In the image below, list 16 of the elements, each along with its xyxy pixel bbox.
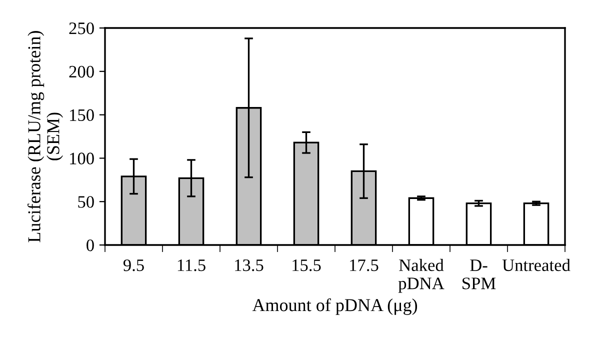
y-tick-label: 0 — [86, 239, 94, 252]
x-axis-title: Amount of pDNA (μg) — [252, 298, 418, 315]
x-tick-label: 17.5 — [350, 259, 378, 272]
y-tick-label: 200 — [69, 66, 94, 78]
x-tick-label: 13.5 — [235, 259, 264, 272]
x-tick-label: 9.5 — [123, 259, 144, 272]
y-tick-label: 100 — [70, 152, 94, 164]
y-tick-label: 150 — [70, 109, 94, 121]
x-tick-label: 11.5 — [178, 259, 206, 272]
y-tick-label: 50 — [78, 196, 94, 208]
x-tick-label: Naked pDNA — [398, 258, 444, 293]
y-axis-title: Luciferase (RLU/mg protein) (SEM) — [28, 31, 63, 242]
x-tick-label: Untreated — [502, 258, 570, 272]
y-tick-label: 250 — [69, 22, 94, 34]
x-tick-label: 15.5 — [292, 259, 321, 272]
x-tick-label: D- SPM — [462, 260, 496, 290]
